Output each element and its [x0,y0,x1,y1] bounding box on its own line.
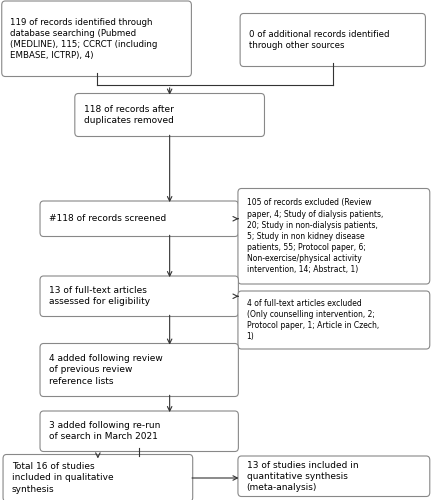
FancyBboxPatch shape [3,454,192,500]
Text: #118 of records screened: #118 of records screened [49,214,166,223]
FancyBboxPatch shape [40,276,238,316]
FancyBboxPatch shape [237,188,429,284]
FancyBboxPatch shape [40,344,238,396]
FancyBboxPatch shape [40,201,238,236]
Text: Total 16 of studies
included in qualitative
synthesis: Total 16 of studies included in qualitat… [12,462,113,494]
FancyBboxPatch shape [75,94,264,136]
Text: 13 of full-text articles
assessed for eligibility: 13 of full-text articles assessed for el… [49,286,149,306]
Text: 118 of records after
duplicates removed: 118 of records after duplicates removed [83,105,173,125]
Text: 4 of full-text articles excluded
(Only counselling intervention, 2;
Protocol pap: 4 of full-text articles excluded (Only c… [246,299,378,341]
FancyBboxPatch shape [40,411,238,452]
Text: 119 of records identified through
database searching (Pubmed
(MEDLINE), 115; CCR: 119 of records identified through databa… [10,18,158,60]
FancyBboxPatch shape [237,456,429,496]
Text: 3 added following re-run
of search in March 2021: 3 added following re-run of search in Ma… [49,421,160,442]
FancyBboxPatch shape [240,14,424,66]
Text: 0 of additional records identified
through other sources: 0 of additional records identified throu… [248,30,388,50]
Text: 4 added following review
of previous review
reference lists: 4 added following review of previous rev… [49,354,162,386]
FancyBboxPatch shape [237,291,429,349]
FancyBboxPatch shape [2,1,191,76]
Text: 13 of studies included in
quantitative synthesis
(meta-analysis): 13 of studies included in quantitative s… [246,460,358,492]
Text: 105 of records excluded (Review
paper, 4; Study of dialysis patients,
20; Study : 105 of records excluded (Review paper, 4… [246,198,382,274]
